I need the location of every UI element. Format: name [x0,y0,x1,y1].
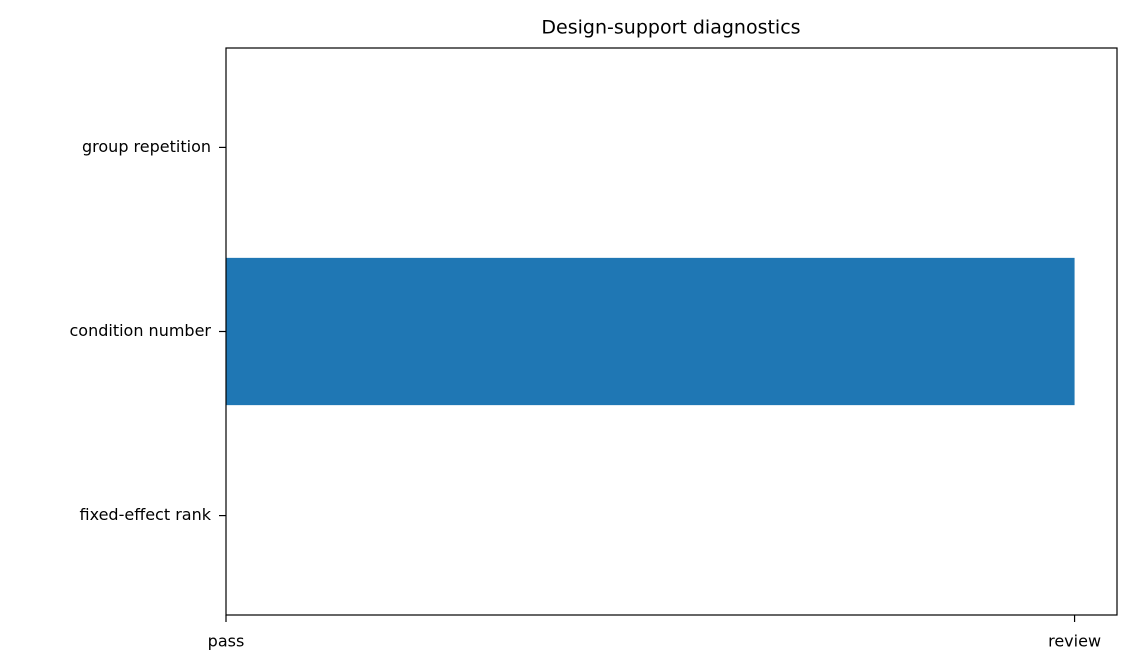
y-tick-label: condition number [69,321,211,340]
bar [226,257,1075,406]
y-tick-label: fixed-effect rank [80,505,212,524]
y-tick-label: group repetition [82,137,211,156]
x-tick-label: pass [208,632,245,651]
chart-title: Design-support diagnostics [541,17,800,39]
x-tick-label: review [1048,632,1101,651]
plot-frame [225,47,1118,616]
